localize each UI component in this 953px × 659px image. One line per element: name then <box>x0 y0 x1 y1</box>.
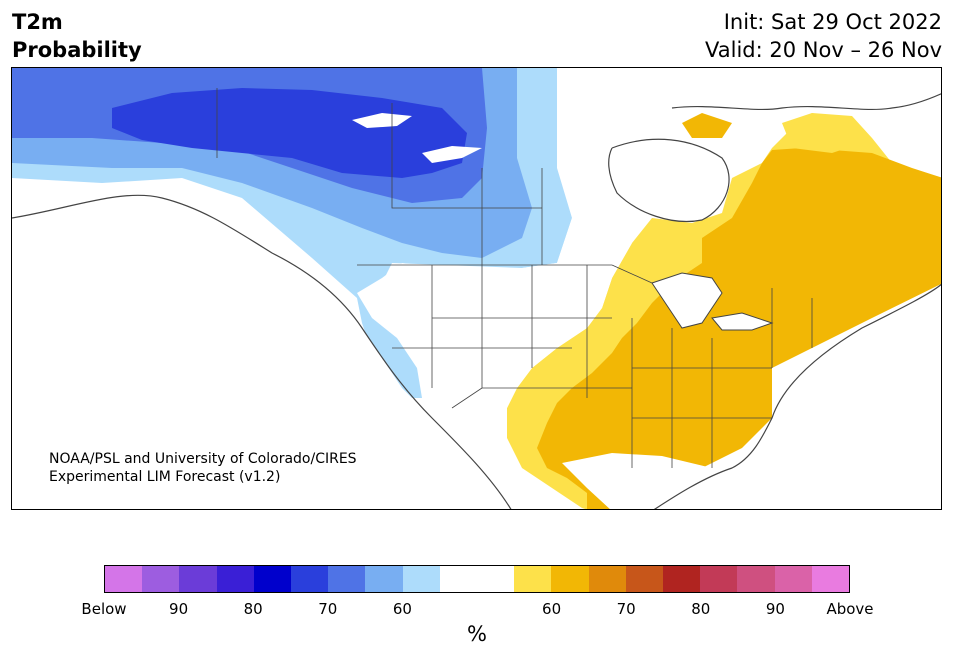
chart-title: T2m Probability <box>12 8 142 64</box>
init-date: Init: Sat 29 Oct 2022 <box>723 10 942 34</box>
colorbar-tick-label: Above <box>826 600 874 618</box>
region-above-strong-ne <box>682 113 732 138</box>
colorbar-segment <box>328 566 366 592</box>
colorbar-segment <box>551 566 589 592</box>
colorbar-tick-label: 90 <box>169 600 189 618</box>
credit-line-1: NOAA/PSL and University of Colorado/CIRE… <box>49 451 357 467</box>
map-panel[interactable] <box>11 67 942 510</box>
forecast-dates: Init: Sat 29 Oct 2022 Valid: 20 Nov – 26… <box>705 8 942 64</box>
colorbar-segment <box>253 566 292 592</box>
colorbar-tick-label: 70 <box>318 600 338 618</box>
colorbar-tick-label: Below <box>81 600 127 618</box>
colorbar-segment <box>105 566 143 592</box>
title-line-1: T2m <box>12 10 63 34</box>
colorbar-segment <box>179 566 217 592</box>
title-line-2: Probability <box>12 38 142 62</box>
great-lakes <box>651 272 774 331</box>
colorbar <box>104 565 850 593</box>
valid-period: Valid: 20 Nov – 26 Nov <box>705 38 942 62</box>
hudson-bay <box>607 133 732 223</box>
colorbar-segment <box>625 566 664 592</box>
colorbar-segment <box>700 566 738 592</box>
colorbar-tick-label: 60 <box>392 600 412 618</box>
colorbar-segment <box>439 566 478 592</box>
colorbar-segment <box>402 566 440 592</box>
region-above-light-baffin <box>782 113 862 153</box>
region-below-darkest <box>112 88 467 178</box>
colorbar-tick-label: 60 <box>542 600 562 618</box>
colorbar-tick-label: 70 <box>616 600 636 618</box>
colorbar-segment <box>588 566 626 592</box>
atlantic-ocean <box>613 283 941 509</box>
colorbar-segment <box>663 566 701 592</box>
political-borders <box>216 88 813 468</box>
credit-text: NOAA/PSL and University of Colorado/CIRE… <box>49 450 357 486</box>
colorbar-segment <box>737 566 775 592</box>
pacific-ocean <box>12 218 511 509</box>
colorbar-tick-label: 80 <box>243 600 263 618</box>
colorbar-segment <box>477 566 515 592</box>
colorbar-segment <box>514 566 552 592</box>
colorbar-segment <box>774 566 812 592</box>
great-bear-lake <box>352 113 412 128</box>
credit-line-2: Experimental LIM Forecast (v1.2) <box>49 469 281 485</box>
gulf-of-mexico <box>562 453 732 509</box>
colorbar-segment <box>291 566 329 592</box>
colorbar-segment <box>142 566 180 592</box>
colorbar-segment <box>365 566 403 592</box>
colorbar-unit-label: % <box>467 622 487 646</box>
coastlines <box>12 93 941 509</box>
great-slave-lake <box>422 146 482 163</box>
colorbar-segment <box>216 566 254 592</box>
region-neutral <box>377 218 632 438</box>
colorbar-tick-label: 90 <box>765 600 785 618</box>
colorbar-tick-label: 80 <box>691 600 711 618</box>
colorbar-segment <box>811 566 850 592</box>
probability-map <box>12 68 941 509</box>
